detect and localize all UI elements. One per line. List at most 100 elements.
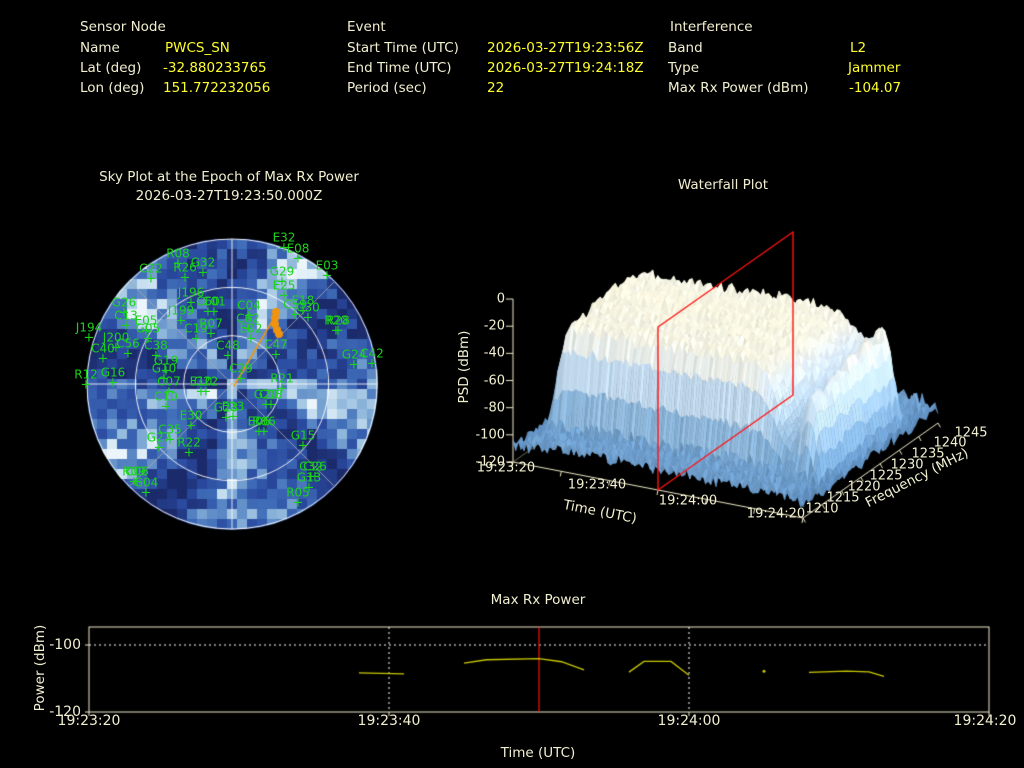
time-axis-label: Time (UTC) bbox=[500, 745, 576, 761]
max-rx-power-value: -104.07 bbox=[849, 80, 902, 96]
satellite: C18 + bbox=[259, 387, 283, 412]
satellite-marker: + bbox=[145, 271, 157, 287]
period-value: 22 bbox=[487, 80, 505, 96]
satellite: J196 + bbox=[178, 287, 204, 311]
satellite: E02 + bbox=[239, 321, 263, 346]
satellite: C42 + bbox=[360, 348, 384, 371]
waterfall-time-tick-label: 19:24:00 bbox=[658, 493, 718, 509]
satellite-marker: + bbox=[118, 305, 130, 321]
time-tick-label: 19:24:00 bbox=[657, 713, 721, 729]
psd-tick-label: -20 bbox=[483, 318, 505, 334]
satellite-id: E03 bbox=[315, 258, 339, 273]
psd-tick-label: -40 bbox=[483, 345, 505, 361]
satellite: G05 + bbox=[136, 323, 161, 346]
psd-tick-label: -60 bbox=[483, 373, 505, 388]
satellite-id: C26 bbox=[303, 459, 327, 474]
satellite: C22 + bbox=[139, 263, 163, 287]
satellite: E18 + bbox=[291, 293, 315, 319]
satellite: R06 + bbox=[252, 416, 276, 440]
satellite: G22 + bbox=[194, 376, 219, 399]
end-time-value: 2026-03-27T19:24:18Z bbox=[487, 60, 644, 76]
satellite-marker: + bbox=[292, 251, 304, 267]
satellite: G24 + bbox=[342, 349, 367, 373]
type-label: Type bbox=[668, 60, 700, 76]
satellite-marker: + bbox=[332, 323, 344, 339]
satellite: C32 + bbox=[299, 459, 323, 484]
satellite-marker: + bbox=[195, 384, 207, 400]
satellite-marker: + bbox=[131, 474, 143, 490]
satellite: G15 + bbox=[290, 428, 316, 453]
satellite: G10 + bbox=[151, 361, 177, 386]
frequency-tick-label: 1230 bbox=[890, 457, 924, 473]
satellite-id: G10 bbox=[151, 361, 177, 376]
satellite: C07 + bbox=[157, 376, 181, 399]
satellite-id: C01 bbox=[202, 294, 226, 309]
band-label: Band bbox=[668, 40, 703, 56]
satellite-id: C18 bbox=[259, 387, 283, 402]
satellite-marker: + bbox=[243, 308, 255, 324]
satellite-marker: + bbox=[321, 268, 333, 284]
satellite: R07 + bbox=[199, 318, 223, 341]
lon-value: 151.772232056 bbox=[163, 80, 271, 96]
satellite: R22 + bbox=[177, 435, 201, 460]
satellite-marker: + bbox=[258, 424, 270, 440]
satellite-id: G16 bbox=[100, 365, 126, 380]
satellite-id: G19 bbox=[153, 353, 179, 368]
satellite: R09 + bbox=[122, 466, 146, 489]
satellite-id: R28 bbox=[326, 313, 350, 328]
satellite-marker: + bbox=[153, 440, 165, 456]
time-tick-label: 19:23:40 bbox=[357, 713, 421, 729]
sky-plot-subtitle: 2026-03-27T19:23:50.000Z bbox=[135, 188, 323, 204]
satellite: R05 + bbox=[286, 485, 310, 510]
satellite-marker: + bbox=[297, 303, 309, 319]
satellite-id: E02 bbox=[239, 321, 263, 336]
satellite-marker: + bbox=[303, 480, 315, 496]
satellite-id: R22 bbox=[177, 435, 201, 450]
satellite-marker: + bbox=[276, 381, 288, 397]
satellite-id: C32 bbox=[299, 459, 323, 474]
period-label: Period (sec) bbox=[347, 80, 427, 96]
satellite-id: R08 bbox=[166, 246, 190, 261]
time-tick-label: 19:23:20 bbox=[57, 713, 121, 729]
satellite-id: R12 bbox=[74, 367, 98, 382]
frequency-tick-label: 1215 bbox=[826, 490, 860, 506]
satellite: R12 + bbox=[74, 367, 98, 393]
satellite: G23 + bbox=[213, 400, 239, 425]
satellite: C29 + bbox=[229, 363, 253, 386]
satellite-id: G23 bbox=[213, 400, 239, 415]
satellite-marker: + bbox=[185, 295, 197, 311]
satellite-id: E18 bbox=[291, 293, 315, 308]
satellite-marker: + bbox=[110, 340, 122, 356]
satellite-marker: + bbox=[278, 288, 290, 304]
lat-label: Lat (deg) bbox=[80, 60, 142, 76]
satellite-marker: + bbox=[276, 274, 288, 290]
psd-tick-label: -80 bbox=[483, 400, 505, 416]
satellite-marker: + bbox=[197, 265, 209, 281]
satellite-id: E08 bbox=[286, 241, 310, 256]
psd-tick-label: -120 bbox=[475, 454, 505, 470]
satellite-id: G26 bbox=[111, 295, 137, 310]
satellite-id: C56 bbox=[116, 336, 140, 351]
satellite: G16 + bbox=[100, 365, 126, 391]
satellite: C01 + bbox=[202, 294, 226, 319]
satellite-marker: + bbox=[190, 331, 202, 347]
satellite-id: G04 bbox=[133, 475, 159, 490]
satellite-marker: + bbox=[302, 310, 314, 326]
satellite-marker: + bbox=[242, 321, 254, 337]
satellite-id: G15 bbox=[290, 428, 316, 443]
satellite: G32 + bbox=[191, 257, 216, 281]
satellite-marker: + bbox=[348, 357, 360, 373]
psd-tick-label: 0 bbox=[496, 291, 505, 307]
satellite-marker: + bbox=[122, 346, 134, 362]
start-time-label: Start Time (UTC) bbox=[347, 40, 459, 56]
satellite: E05 + bbox=[135, 315, 158, 338]
satellite-marker: + bbox=[80, 377, 92, 393]
end-time-label: End Time (UTC) bbox=[347, 60, 452, 76]
satellite-id: C13 bbox=[114, 308, 138, 323]
satellite-marker: + bbox=[270, 347, 282, 363]
satellite: C60 + bbox=[196, 296, 220, 319]
satellite-id: R05 bbox=[286, 485, 310, 500]
satellite-marker: + bbox=[107, 375, 119, 391]
interference-title: Interference bbox=[670, 19, 753, 35]
